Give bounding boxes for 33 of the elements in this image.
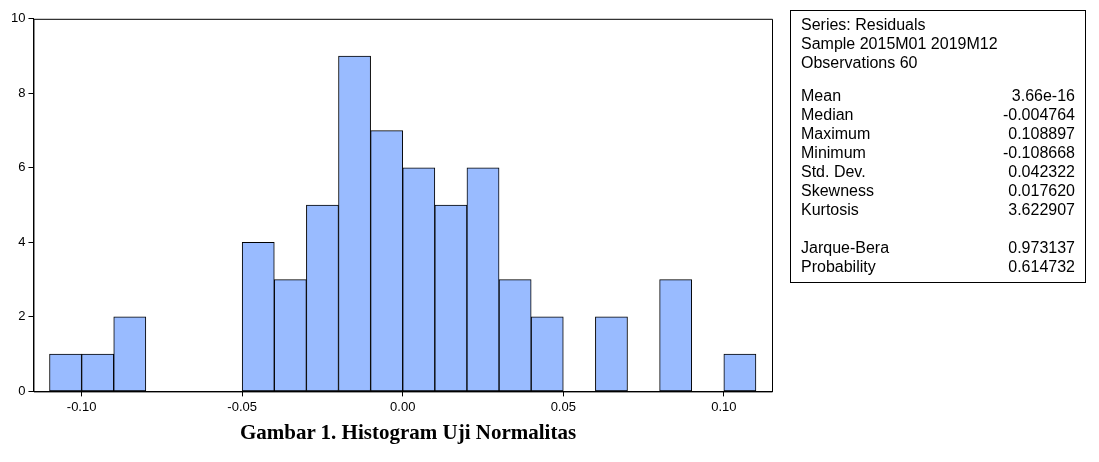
- y-tick-label: 4: [18, 233, 26, 249]
- text: 0.017620: [1007, 181, 1075, 200]
- text: 0.614732: [1007, 257, 1075, 276]
- text: Gambar 1. Histogram Uji Normalitas: [238, 420, 578, 445]
- x-tick-label: 0.00: [390, 398, 416, 414]
- text: Mean: [801, 86, 842, 105]
- text: Series: Residuals: [801, 15, 927, 34]
- y-tick-label: 10: [10, 10, 26, 26]
- text: Maximum: [801, 124, 871, 143]
- y-tick-label: 8: [18, 84, 26, 100]
- text: Minimum: [801, 143, 866, 162]
- text: Std. Dev.: [801, 162, 866, 181]
- text: 3.622907: [1007, 200, 1075, 219]
- text: 0.042322: [1007, 162, 1075, 181]
- text: -0.108668: [1001, 143, 1075, 162]
- x-tick-label: 0.10: [711, 398, 737, 414]
- text: Kurtosis: [801, 200, 859, 219]
- text: 3.66e-16: [1010, 86, 1075, 105]
- y-tick-label: 2: [18, 308, 26, 324]
- text: Probability: [801, 257, 876, 276]
- x-tick-label: 0.05: [550, 398, 576, 414]
- y-tick-label: 6: [18, 159, 26, 175]
- text: Skewness: [801, 181, 874, 200]
- y-tick-label: 0: [18, 382, 26, 398]
- text: -0.004764: [1001, 105, 1075, 124]
- text: 0.973137: [1007, 238, 1075, 257]
- text: Observations 60: [801, 53, 919, 72]
- text: Jarque-Bera: [801, 238, 890, 257]
- x-tick-label: -0.05: [227, 398, 257, 414]
- text: Sample 2015M01 2019M12: [801, 34, 999, 53]
- text: Median: [801, 105, 854, 124]
- text: 0.108897: [1007, 124, 1075, 143]
- x-tick-label: -0.10: [66, 398, 97, 414]
